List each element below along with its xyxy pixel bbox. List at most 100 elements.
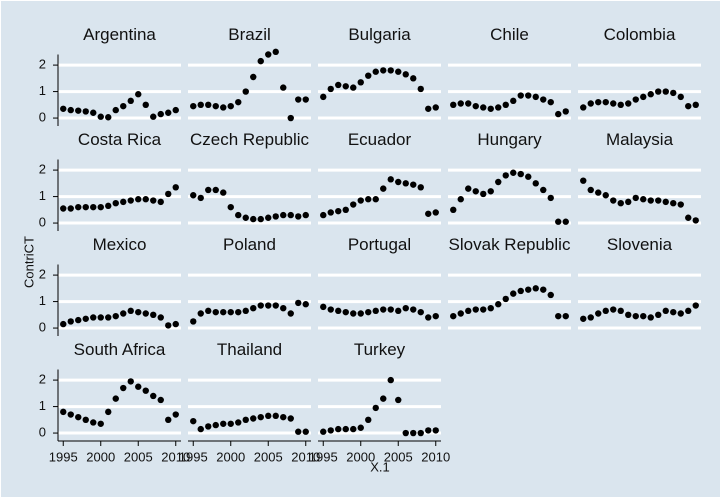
point [662, 198, 669, 206]
point [587, 100, 594, 107]
point [287, 310, 294, 317]
point [142, 101, 149, 109]
panel-title: Slovenia [607, 235, 673, 254]
point [97, 203, 104, 211]
point [197, 101, 204, 109]
x-tick-label: 2000 [86, 449, 115, 464]
point [610, 100, 617, 107]
point [402, 180, 409, 187]
point [647, 197, 654, 204]
point [402, 71, 409, 78]
point [425, 210, 432, 217]
point [227, 203, 234, 211]
point [135, 91, 142, 98]
point [580, 104, 587, 111]
point [685, 307, 692, 315]
point [417, 429, 424, 437]
point [250, 304, 257, 312]
point [617, 199, 624, 207]
point [480, 306, 487, 313]
y-tick-label: 0 [39, 424, 46, 439]
point [302, 301, 309, 308]
point [335, 207, 342, 215]
point [342, 308, 349, 316]
point [677, 201, 684, 208]
point [610, 197, 617, 204]
point [417, 308, 424, 316]
point [190, 192, 197, 199]
point [67, 318, 74, 325]
point [640, 93, 647, 101]
point [272, 48, 279, 56]
point [250, 73, 257, 81]
point [502, 295, 509, 303]
point [327, 85, 334, 93]
panel-title: Ecuador [348, 130, 412, 149]
point [197, 425, 204, 433]
point [165, 109, 172, 116]
point [60, 408, 67, 416]
point [662, 307, 669, 315]
point [532, 93, 539, 101]
point [335, 425, 342, 433]
point [97, 113, 104, 120]
point [555, 312, 562, 320]
point [75, 413, 82, 421]
point [165, 416, 172, 424]
point [517, 170, 524, 178]
point [272, 213, 279, 220]
point [250, 415, 257, 422]
point [685, 102, 692, 110]
point [632, 96, 639, 103]
point [387, 67, 394, 74]
point [380, 67, 387, 74]
point [212, 421, 219, 429]
point [410, 75, 417, 82]
point [257, 302, 264, 309]
point [595, 189, 602, 196]
point [157, 110, 164, 118]
point [235, 308, 242, 316]
y-tick-label: 2 [39, 57, 46, 72]
point [540, 96, 547, 103]
point [227, 308, 234, 316]
panel-title: Thailand [217, 340, 282, 359]
point [670, 89, 677, 97]
point [402, 304, 409, 312]
point [280, 84, 287, 91]
point [625, 198, 632, 206]
point [302, 96, 309, 103]
point [142, 196, 149, 203]
point [97, 420, 104, 427]
point [67, 411, 74, 418]
point [235, 98, 242, 106]
point [295, 213, 302, 220]
point [625, 311, 632, 319]
point [90, 203, 97, 211]
point [692, 217, 699, 224]
point [372, 307, 379, 315]
point [242, 416, 249, 424]
point [302, 211, 309, 219]
point [532, 285, 539, 292]
point [432, 209, 439, 216]
point [472, 188, 479, 195]
point [350, 425, 357, 433]
point [287, 211, 294, 219]
point [295, 428, 302, 435]
point [425, 427, 432, 434]
point [165, 190, 172, 198]
point [510, 290, 517, 297]
point [632, 194, 639, 202]
point [357, 197, 364, 204]
point [90, 314, 97, 321]
point [517, 287, 524, 295]
point [265, 412, 272, 420]
point [480, 104, 487, 111]
point [265, 214, 272, 221]
point [112, 199, 119, 207]
point [75, 107, 82, 114]
point [555, 218, 562, 225]
point [602, 307, 609, 315]
